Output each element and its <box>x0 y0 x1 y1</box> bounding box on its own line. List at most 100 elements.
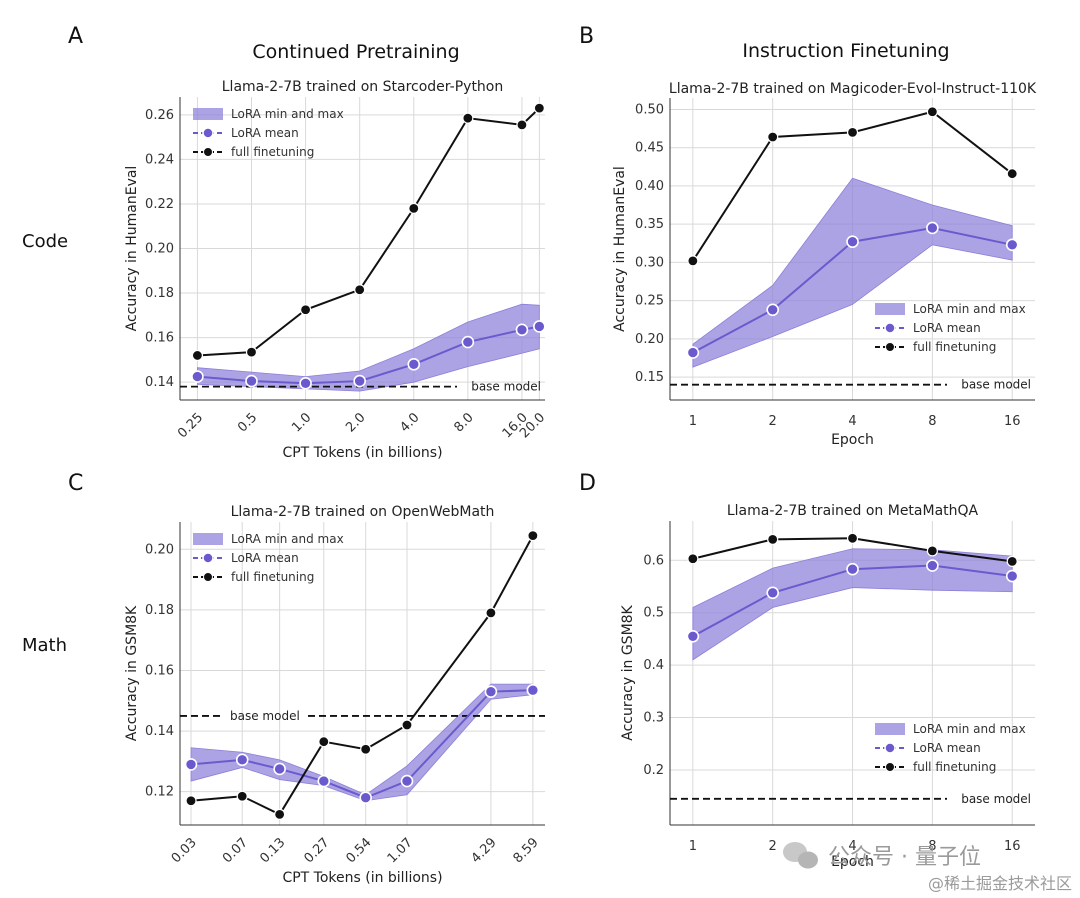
base-model-label: base model <box>961 792 1031 806</box>
y-axis-label: Accuracy in HumanEval <box>124 166 140 332</box>
legend-full-marker <box>885 342 895 352</box>
x-tick-label: 1.07 <box>385 835 416 866</box>
y-tick-label: 0.4 <box>643 658 664 673</box>
full-finetuning-point <box>767 131 779 143</box>
x-tick-label: 0.54 <box>343 835 374 866</box>
chart-title: Llama-2-7B trained on Magicoder-Evol-Ins… <box>669 81 1037 97</box>
lora-mean-point <box>235 753 249 767</box>
x-tick-label: 16 <box>1004 839 1021 854</box>
legend-label-full: full finetuning <box>913 340 996 354</box>
y-tick-label: 0.20 <box>635 332 664 347</box>
base-model-label: base model <box>230 709 300 723</box>
wechat-icon <box>783 842 818 869</box>
legend-label-band: LoRA min and max <box>913 722 1026 736</box>
full-finetuning-point <box>236 790 248 802</box>
y-tick-label: 0.12 <box>145 785 174 800</box>
legend-band-swatch <box>193 108 223 120</box>
full-finetuning-point <box>527 530 539 542</box>
x-axis-label: Epoch <box>831 432 874 448</box>
x-tick-label: 4.29 <box>469 835 500 866</box>
x-axis-label: CPT Tokens (in billions) <box>282 445 442 461</box>
x-tick-label: 2.0 <box>343 410 368 435</box>
full-finetuning-point <box>1006 555 1018 567</box>
full-finetuning-point <box>767 533 779 545</box>
legend: LoRA min and max LoRA mean full finetuning <box>875 302 1026 354</box>
x-tick-label: 4.0 <box>397 410 422 435</box>
y-tick-label: 0.20 <box>145 542 174 557</box>
lora-mean-point <box>299 376 312 390</box>
y-tick-label: 0.2 <box>643 763 664 778</box>
legend-label-full: full finetuning <box>913 760 996 774</box>
legend-label-full: full finetuning <box>231 570 314 584</box>
full-finetuning-line <box>197 107 541 357</box>
legend: LoRA min and max LoRA mean full finetuning <box>875 722 1026 774</box>
x-tick-label: 4 <box>848 414 856 429</box>
legend-label-full: full finetuning <box>231 145 314 159</box>
y-axis-label: Accuracy in GSM8K <box>620 604 636 740</box>
full-finetuning-point <box>462 112 474 124</box>
lora-mean-point <box>273 762 286 776</box>
lora-mean-line <box>197 325 540 385</box>
full-finetuning-point <box>401 719 413 731</box>
full-finetuning-point <box>299 304 312 316</box>
y-axis-label: Accuracy in GSM8K <box>124 605 140 741</box>
column-title-instruction-finetuning: Instruction Finetuning <box>742 40 949 62</box>
panel-letter: C <box>68 471 83 496</box>
lora-mean-point <box>515 323 529 337</box>
legend-mean-marker <box>884 742 896 754</box>
legend-mean-marker <box>884 322 896 334</box>
lora-mean-point <box>846 562 859 576</box>
chart-title: Llama-2-7B trained on MetaMathQA <box>727 503 979 519</box>
full-finetuning-point <box>354 284 366 296</box>
x-axis-label: CPT Tokens (in billions) <box>282 870 442 886</box>
y-tick-label: 0.22 <box>145 197 174 212</box>
x-axis-label: Epoch <box>831 854 874 870</box>
watermark-line-1: 公众号 · 量子位 <box>828 845 981 870</box>
legend: LoRA min and max LoRA mean full finetuning <box>193 107 344 159</box>
y-tick-label: 0.30 <box>635 255 664 270</box>
x-tick-label: 16 <box>1004 414 1021 429</box>
legend-full-marker <box>885 762 895 772</box>
panel-letter: D <box>579 471 596 496</box>
lora-mean-point <box>407 358 421 371</box>
y-tick-label: 0.40 <box>635 179 664 194</box>
chart-title: Llama-2-7B trained on OpenWebMath <box>231 504 495 520</box>
full-finetuning-point <box>274 808 286 820</box>
y-tick-label: 0.14 <box>145 375 174 390</box>
lora-mean-point <box>926 559 939 572</box>
chart-panel-c: C Llama-2-7B trained on OpenWebMath 0.12 0.… <box>68 471 545 886</box>
lora-mean-point <box>1005 238 1019 252</box>
full-finetuning-point <box>245 346 258 358</box>
full-finetuning-point <box>191 349 204 362</box>
y-tick-label: 0.5 <box>643 606 664 621</box>
x-tick-label: 1 <box>689 839 697 854</box>
chart-panel-b: B Llama-2-7B trained on Magicoder-Evol-In… <box>579 24 1037 448</box>
lora-mean-point <box>461 335 475 349</box>
y-tick-label: 0.3 <box>643 711 664 726</box>
x-tick-label: 4 <box>848 839 856 854</box>
lora-mean-point <box>686 630 700 643</box>
x-tick-label: 0.13 <box>257 835 288 866</box>
legend-label-band: LoRA min and max <box>913 302 1026 316</box>
lora-mean-point <box>686 346 700 359</box>
y-tick-label: 0.16 <box>145 663 174 678</box>
legend: LoRA min and max LoRA mean full finetuning <box>193 532 344 584</box>
x-tick-label: 0.07 <box>220 835 251 866</box>
watermark-line-2: @稀土掘金技术社区 <box>928 874 1072 893</box>
legend-band-swatch <box>193 533 223 545</box>
y-tick-label: 0.35 <box>635 217 664 232</box>
legend-mean-marker <box>202 127 214 139</box>
full-finetuning-point <box>485 607 497 619</box>
watermark: 公众号 · 量子位 @稀土掘金技术社区 <box>783 842 1072 893</box>
legend-label-band: LoRA min and max <box>231 532 344 546</box>
y-tick-label: 0.6 <box>643 553 664 568</box>
lora-mean-point <box>359 791 372 805</box>
base-model-label: base model <box>471 380 541 394</box>
x-tick-label: 0.25 <box>175 410 206 441</box>
legend-full-marker <box>203 572 213 582</box>
chart-panel-d: D Llama-2-7B trained on MetaMathQA 0.2 0.3 0… <box>579 471 1035 870</box>
x-tick-label: 2 <box>769 414 777 429</box>
full-finetuning-point <box>926 545 938 557</box>
x-tick-label: 8.0 <box>451 410 476 435</box>
full-finetuning-point <box>1006 168 1018 180</box>
